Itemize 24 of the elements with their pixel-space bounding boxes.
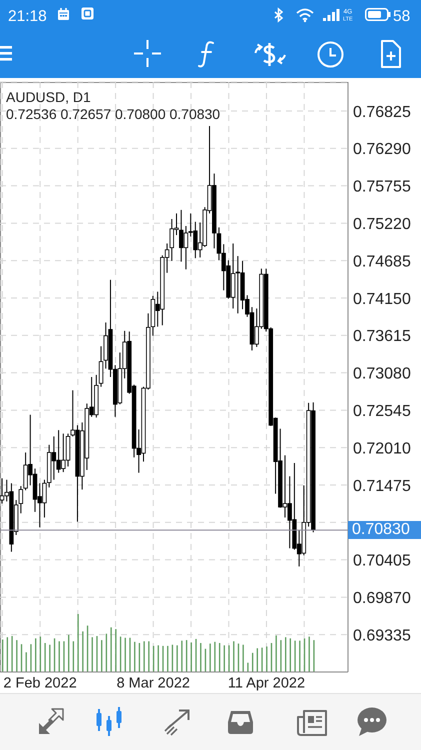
text: 0.72536 0.72657 0.70800 0.70830	[6, 106, 220, 123]
y-tick-label: 0.74685	[353, 253, 411, 270]
y-tick-label: 0.76825	[353, 104, 411, 121]
y-tick-label: 0.69870	[353, 590, 411, 607]
y-tick-label: 0.74150	[353, 290, 411, 308]
y-tick-label: 0.76290	[353, 141, 411, 158]
candlestick	[18, 486, 24, 514]
y-tick-label: 0.73080	[353, 366, 411, 383]
y-tick-label: 0.70405	[353, 552, 411, 570]
candlestick	[98, 346, 104, 388]
x-tick-label: 11 Apr 2022	[228, 676, 306, 692]
y-tick-label: 0.75755	[353, 178, 411, 196]
y-tick-label: 0.72010	[353, 440, 411, 458]
y-tick-label: 0.75220	[353, 216, 411, 233]
ref-line-label: 0.70830	[348, 521, 421, 540]
y-tick-label: 0.72545	[353, 402, 411, 420]
x-tick-label: 8 Mar 2022	[116, 676, 190, 692]
text: 21:18	[8, 8, 47, 25]
text: 58	[393, 8, 410, 25]
x-tick-label: 2 Feb 2022	[3, 676, 77, 692]
y-tick-label: 0.71475	[353, 478, 411, 495]
y-tick-label: 0.69335	[353, 627, 411, 644]
text: AUDUSD, D1	[6, 89, 92, 106]
y-tick-label: 0.73615	[353, 328, 411, 346]
